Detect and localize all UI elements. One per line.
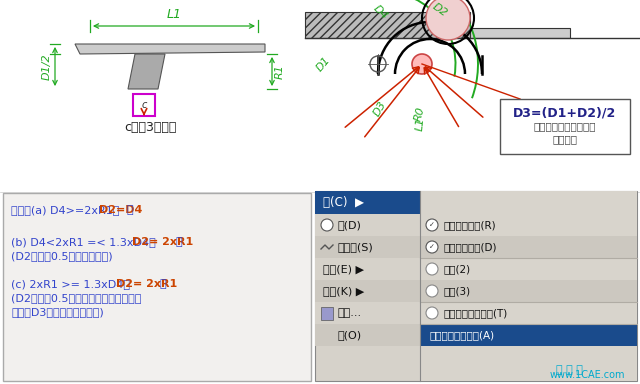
Bar: [315, 324, 420, 346]
Text: ✓: ✓: [429, 244, 435, 250]
Text: c取倃3度以上: c取倃3度以上: [124, 121, 176, 134]
Text: 中心點、直徑(D): 中心點、直徑(D): [444, 242, 497, 252]
Text: 弧的中點: 弧的中點: [552, 134, 577, 144]
Bar: [315, 191, 637, 381]
Bar: [470, 28, 570, 38]
Text: 雲形線(S): 雲形線(S): [337, 242, 372, 252]
Bar: [420, 302, 637, 324]
Bar: [3, 193, 311, 381]
Text: D1/2: D1/2: [42, 53, 52, 80]
Text: 如果：(a) D4>=2xR1，: 如果：(a) D4>=2xR1，: [11, 205, 120, 215]
Text: 三點(3): 三點(3): [444, 286, 471, 296]
Text: 圓(C)  ▶: 圓(C) ▶: [323, 196, 364, 209]
Text: R0: R0: [413, 106, 427, 122]
Text: 點(O): 點(O): [337, 330, 361, 340]
Bar: [315, 280, 420, 302]
Circle shape: [412, 54, 432, 74]
Bar: [420, 214, 637, 236]
Text: 環(D): 環(D): [337, 220, 361, 230]
Text: 真 在 线: 真 在 线: [556, 365, 583, 375]
Bar: [305, 0, 640, 192]
Bar: [420, 191, 637, 381]
Text: D1: D1: [314, 55, 332, 73]
Text: 團塊(K) ▶: 團塊(K) ▶: [323, 286, 364, 296]
Text: D2= 2xR1: D2= 2xR1: [115, 279, 177, 289]
Bar: [315, 191, 420, 214]
Polygon shape: [75, 44, 265, 54]
Bar: [315, 258, 420, 280]
Circle shape: [321, 219, 333, 231]
Circle shape: [426, 241, 438, 253]
Text: D4: D4: [371, 3, 389, 21]
Bar: [420, 236, 637, 258]
Circle shape: [426, 307, 438, 319]
Text: ✓: ✓: [429, 222, 435, 228]
Text: 。: 。: [176, 237, 182, 247]
Text: D2=D4: D2=D4: [99, 205, 142, 215]
Text: 表格...: 表格...: [337, 308, 361, 318]
Circle shape: [426, 0, 470, 40]
Text: (D2値取以0.5為間隨的數値，且此時應: (D2値取以0.5為間隨的數値，且此時應: [11, 293, 141, 303]
Bar: [420, 258, 637, 280]
Bar: [315, 236, 420, 258]
Polygon shape: [128, 54, 165, 89]
Bar: [500, 99, 630, 154]
Text: (D2値取以0.5為間隨的數値): (D2値取以0.5為間隨的數値): [11, 251, 113, 261]
Text: 1CAE.COM: 1CAE.COM: [111, 119, 289, 149]
Text: 二點(2): 二點(2): [444, 264, 471, 274]
Circle shape: [426, 285, 438, 297]
Bar: [0, 0, 640, 192]
Bar: [420, 324, 637, 346]
Bar: [0, 0, 305, 192]
Text: D3=(D1+D2)/2: D3=(D1+D2)/2: [513, 107, 616, 120]
Circle shape: [426, 219, 438, 231]
Text: 考慮將D3即流道的直徑加大): 考慮將D3即流道的直徑加大): [11, 307, 104, 317]
Text: 此圓位置位於牛角中心: 此圓位置位於牛角中心: [534, 121, 596, 131]
Bar: [321, 307, 333, 320]
Text: D3: D3: [372, 100, 388, 118]
Text: L1: L1: [166, 8, 182, 21]
Text: D2= 2xR1: D2= 2xR1: [132, 237, 193, 247]
Text: L1: L1: [415, 117, 426, 131]
Text: 中心點、半徑(R): 中心點、半徑(R): [444, 220, 497, 230]
Text: www.1CAE.com: www.1CAE.com: [550, 370, 625, 380]
Text: 。: 。: [127, 205, 133, 215]
Text: 。: 。: [159, 279, 166, 289]
Text: c: c: [141, 100, 147, 110]
Bar: [315, 214, 420, 236]
Text: 相切、相切、半徑(T): 相切、相切、半徑(T): [444, 308, 508, 318]
Text: (b) D4<2xR1 =< 1.3xD4，: (b) D4<2xR1 =< 1.3xD4，: [11, 237, 156, 247]
Bar: [133, 94, 155, 116]
Bar: [315, 302, 420, 324]
Text: (c) 2xR1 >= 1.3xD4，: (c) 2xR1 >= 1.3xD4，: [11, 279, 130, 289]
Text: 相切、相切、相切(A): 相切、相切、相切(A): [430, 330, 495, 340]
Circle shape: [426, 263, 438, 275]
Bar: [420, 280, 637, 302]
Text: 湢圓(E) ▶: 湢圓(E) ▶: [323, 264, 364, 274]
Text: D2: D2: [431, 1, 449, 18]
Text: R1: R1: [275, 64, 285, 79]
Bar: [305, 12, 470, 38]
